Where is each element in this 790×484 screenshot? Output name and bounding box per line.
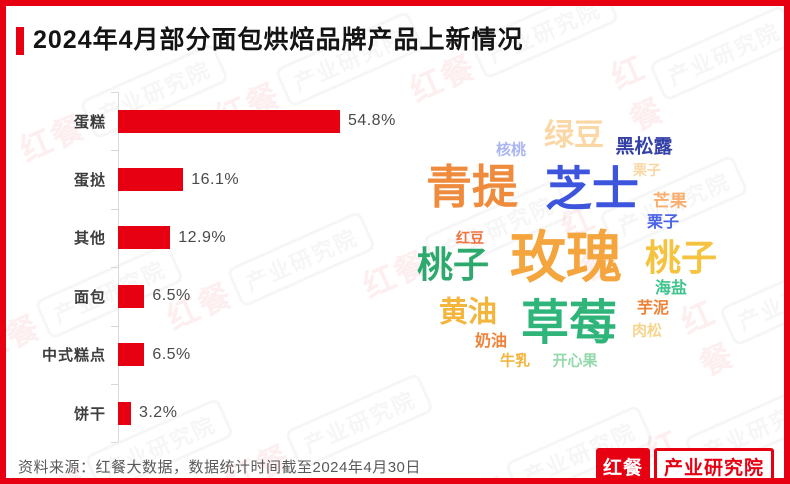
bar <box>118 109 340 133</box>
bar <box>118 168 184 192</box>
cloud-word: 黑松露 <box>615 136 673 158</box>
cloud-word: 奶油 <box>474 333 508 350</box>
axis-tick <box>111 92 118 93</box>
cloud-word: 牛乳 <box>499 352 531 370</box>
brand-logo: 红餐 产业研究院 <box>595 448 774 478</box>
value-label: 3.2% <box>138 404 178 422</box>
cloud-word: 栗子 <box>646 214 680 231</box>
brand-logo-mark: 红餐 <box>595 448 650 478</box>
cloud-word: 绿豆 <box>544 119 604 152</box>
bar-row: 蛋挞 16.1% <box>18 150 396 208</box>
category-label: 蛋挞 <box>73 172 106 190</box>
word-cloud: 玫瑰 芝士 青提 草莓 桃子 桃子 黄油 绿豆 黑松露 核桃 栗子 芒果 栗子 红豆 海盐 芋泥 肉松 奶油 牛乳开… <box>396 101 744 393</box>
value-label: 6.5% <box>152 345 191 363</box>
category-label: 中式糕点 <box>41 347 106 365</box>
bar <box>118 226 171 250</box>
axis-tick <box>111 208 118 210</box>
bar <box>118 401 131 425</box>
value-label: 54.8% <box>347 112 396 130</box>
bar-chart: 蛋糕 54.8% 蛋挞 16.1% 其他 12.9% 面包 6.5% 中式糕点 6.5% 饼干 3.2… <box>18 92 396 444</box>
cloud-word: 海盐 <box>654 280 688 297</box>
value-label: 16.1% <box>191 170 240 188</box>
cloud-word: 芝士 <box>545 162 639 216</box>
title-accent-bar <box>16 27 24 55</box>
y-axis-line <box>118 92 119 442</box>
category-label: 其他 <box>73 230 106 248</box>
category-label: 蛋糕 <box>73 113 106 131</box>
header: 2024年4月部分面包烘焙品牌产品上新情况 <box>16 24 524 57</box>
axis-tick <box>111 150 118 152</box>
source-note: 资料来源：红餐大数据，数据统计时间截至2024年4月30日 <box>18 459 421 476</box>
cloud-word: 青提 <box>426 161 518 213</box>
cloud-word: 芒果 <box>653 191 687 211</box>
cloud-word: 肉松 <box>631 322 663 340</box>
bar-row: 饼干 3.2% <box>18 384 396 442</box>
bar <box>118 284 145 308</box>
axis-tick <box>111 442 118 444</box>
bar-row: 面包 6.5% <box>18 267 396 325</box>
axis-tick <box>111 267 118 269</box>
brand-logo-unit: 产业研究院 <box>653 448 774 478</box>
cloud-word: 红豆 <box>456 230 484 246</box>
cloud-word: 草莓 <box>520 297 618 350</box>
bar-row: 蛋糕 54.8% <box>18 92 396 150</box>
cloud-word: 栗子 <box>633 162 661 178</box>
category-label: 面包 <box>73 288 106 306</box>
cloud-word: 桃子 <box>644 237 718 278</box>
page-title: 2024年4月部分面包烘焙品牌产品上新情况 <box>33 26 524 54</box>
cloud-word: 芋泥 <box>636 300 670 317</box>
bar <box>118 343 145 367</box>
watermark-unit: 产业研究院 <box>648 6 784 102</box>
bar-row: 中式糕点 6.5% <box>18 326 396 384</box>
category-label: 饼干 <box>73 405 106 423</box>
cloud-word: 开心果 <box>552 352 598 370</box>
axis-tick <box>111 325 118 327</box>
cloud-word: 玫瑰 <box>510 226 622 289</box>
value-label: 12.9% <box>178 228 227 246</box>
cloud-word: 桃子 <box>416 244 490 285</box>
bar-row: 其他 12.9% <box>18 209 396 267</box>
watermark-brand: 红餐 <box>437 464 518 478</box>
cloud-word: 黄油 <box>438 296 498 329</box>
cloud-word: 核桃 <box>495 141 527 159</box>
axis-tick <box>111 384 118 385</box>
value-label: 6.5% <box>152 287 191 305</box>
